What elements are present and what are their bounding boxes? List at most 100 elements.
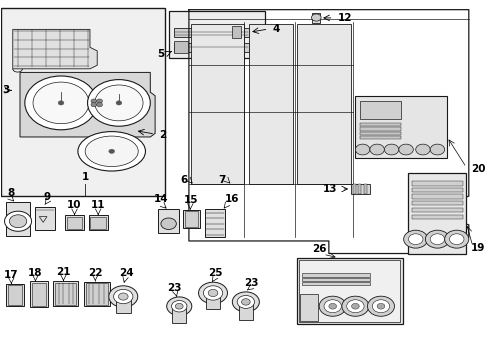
Bar xyxy=(174,28,249,37)
Bar xyxy=(411,188,462,192)
Bar xyxy=(53,281,78,306)
Polygon shape xyxy=(13,30,97,69)
Circle shape xyxy=(97,103,102,107)
Circle shape xyxy=(237,296,254,309)
Bar xyxy=(312,13,320,23)
Text: 22: 22 xyxy=(88,267,102,278)
Bar xyxy=(298,260,400,322)
Text: 15: 15 xyxy=(183,195,198,205)
Bar xyxy=(299,294,318,320)
Text: 16: 16 xyxy=(224,194,239,204)
Bar xyxy=(85,283,108,305)
Circle shape xyxy=(324,300,341,313)
Circle shape xyxy=(161,218,176,229)
Text: 7: 7 xyxy=(218,175,225,185)
Ellipse shape xyxy=(78,132,145,171)
Circle shape xyxy=(4,211,32,231)
Ellipse shape xyxy=(85,136,138,167)
Circle shape xyxy=(97,99,102,103)
Bar xyxy=(65,215,83,230)
Circle shape xyxy=(171,301,186,312)
Bar xyxy=(238,301,253,320)
Bar xyxy=(32,283,46,306)
Text: 21: 21 xyxy=(56,267,71,277)
Bar xyxy=(158,209,179,233)
Text: 13: 13 xyxy=(323,184,337,194)
Circle shape xyxy=(341,296,368,316)
Bar xyxy=(363,184,366,194)
Circle shape xyxy=(175,303,183,309)
Circle shape xyxy=(398,144,412,155)
Text: 8: 8 xyxy=(8,188,15,198)
Circle shape xyxy=(232,292,259,312)
Bar xyxy=(297,24,350,184)
Circle shape xyxy=(108,149,114,153)
Circle shape xyxy=(241,299,250,305)
Text: 18: 18 xyxy=(28,267,42,278)
Bar xyxy=(8,285,22,305)
Circle shape xyxy=(371,300,389,313)
Bar xyxy=(30,282,48,307)
Circle shape xyxy=(58,101,64,105)
Circle shape xyxy=(429,234,444,244)
Bar xyxy=(205,292,220,309)
Circle shape xyxy=(87,80,150,126)
Text: 10: 10 xyxy=(67,201,81,211)
Bar xyxy=(360,123,401,126)
Circle shape xyxy=(113,289,133,304)
Circle shape xyxy=(311,14,321,21)
Bar xyxy=(90,217,106,229)
Polygon shape xyxy=(20,72,155,137)
Bar xyxy=(6,202,30,235)
Circle shape xyxy=(91,99,97,103)
Bar xyxy=(183,210,199,228)
Circle shape xyxy=(425,230,448,248)
Bar xyxy=(355,96,446,158)
Circle shape xyxy=(369,144,384,155)
Bar xyxy=(249,24,292,184)
Circle shape xyxy=(95,85,143,121)
Bar xyxy=(350,184,369,194)
Bar xyxy=(411,194,462,199)
Text: 24: 24 xyxy=(119,267,133,278)
Bar xyxy=(411,201,462,205)
Circle shape xyxy=(384,144,398,155)
Circle shape xyxy=(33,82,89,124)
Bar xyxy=(360,127,401,131)
Bar xyxy=(411,215,462,220)
Bar xyxy=(191,24,244,184)
Circle shape xyxy=(355,144,369,155)
Bar xyxy=(55,283,76,305)
Circle shape xyxy=(166,297,191,316)
Circle shape xyxy=(118,293,128,300)
Circle shape xyxy=(208,289,218,297)
Circle shape xyxy=(91,103,97,107)
Bar xyxy=(302,278,369,281)
Bar xyxy=(6,284,24,306)
Bar xyxy=(296,258,402,324)
Circle shape xyxy=(108,286,138,307)
Bar xyxy=(360,132,401,135)
Circle shape xyxy=(429,144,444,155)
Circle shape xyxy=(448,234,463,244)
Bar xyxy=(83,282,110,306)
Text: 9: 9 xyxy=(43,192,50,202)
Bar xyxy=(232,26,241,39)
Text: 17: 17 xyxy=(4,270,19,280)
Circle shape xyxy=(9,215,27,228)
Bar xyxy=(35,207,55,230)
Bar xyxy=(174,42,249,51)
Circle shape xyxy=(415,144,429,155)
Bar xyxy=(302,273,369,277)
Bar xyxy=(302,282,369,285)
Circle shape xyxy=(203,286,222,300)
Text: 4: 4 xyxy=(272,24,279,34)
Text: 6: 6 xyxy=(181,175,187,185)
Text: 23: 23 xyxy=(167,283,182,293)
Bar xyxy=(88,215,108,230)
Bar xyxy=(205,209,224,237)
Bar xyxy=(411,208,462,212)
Bar xyxy=(360,136,401,139)
Bar xyxy=(184,211,197,227)
Bar xyxy=(407,173,466,253)
